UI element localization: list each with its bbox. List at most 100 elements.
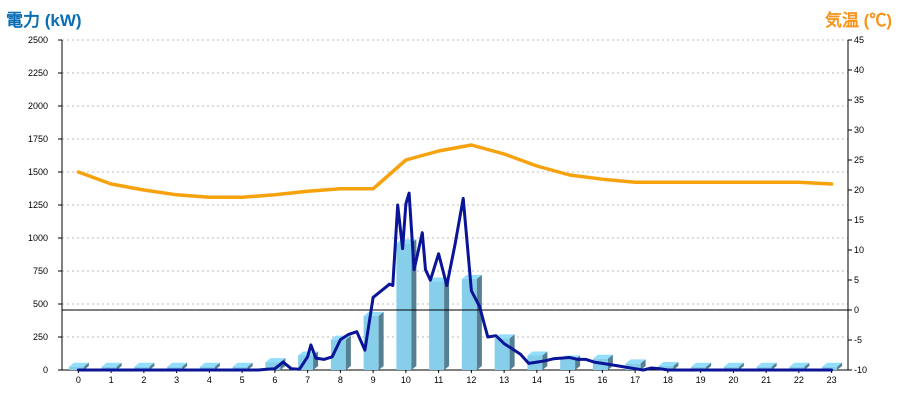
- bar-top: [789, 362, 810, 367]
- left-tick-label: 500: [33, 299, 48, 309]
- bar-front: [167, 366, 183, 370]
- bar-side: [182, 362, 188, 370]
- bar-top: [592, 354, 613, 359]
- bar-top: [167, 362, 188, 367]
- x-tick-label: 21: [761, 375, 771, 385]
- x-tick-label: 9: [371, 375, 376, 385]
- bar-front: [560, 359, 576, 370]
- bar-side: [247, 362, 253, 370]
- bar-side: [149, 362, 155, 370]
- bar-front: [789, 366, 805, 370]
- left-tick-label: 0: [43, 365, 48, 375]
- x-tick-label: 14: [532, 375, 542, 385]
- bar-side: [214, 362, 220, 370]
- x-tick-label: 15: [565, 375, 575, 385]
- bar: [101, 362, 122, 370]
- bar-top: [658, 362, 679, 367]
- right-tick-label: 0: [854, 305, 859, 315]
- x-tick-label: 22: [794, 375, 804, 385]
- bar-front: [691, 366, 707, 370]
- x-tick-label: 4: [207, 375, 212, 385]
- left-tick-label: 1000: [28, 233, 48, 243]
- bar: [756, 362, 777, 370]
- bar-side: [771, 362, 777, 370]
- bar-front: [232, 366, 248, 370]
- bar-top: [265, 358, 286, 363]
- bar-front: [723, 366, 739, 370]
- right-tick-label: -10: [854, 365, 867, 375]
- bar-side: [640, 359, 646, 370]
- bar-side: [476, 274, 482, 370]
- bar-side: [378, 311, 384, 370]
- x-tick-label: 1: [109, 375, 114, 385]
- bar-side: [837, 362, 843, 370]
- x-tick-label: 12: [466, 375, 476, 385]
- bar-side: [804, 362, 810, 370]
- x-tick-label: 2: [141, 375, 146, 385]
- bar: [789, 362, 810, 370]
- bar-side: [706, 362, 712, 370]
- left-tick-label: 2250: [28, 68, 48, 78]
- bar-top: [461, 274, 482, 279]
- x-tick-label: 3: [174, 375, 179, 385]
- bar-front: [396, 243, 412, 370]
- x-tick-label: 5: [240, 375, 245, 385]
- bar: [429, 277, 450, 370]
- bar-top: [527, 351, 548, 356]
- bar-front: [101, 366, 117, 370]
- bar: [822, 362, 843, 370]
- bar-top: [68, 362, 89, 367]
- right-tick-label: 25: [854, 155, 864, 165]
- bar-top: [232, 362, 253, 367]
- left-tick-label: 1750: [28, 134, 48, 144]
- bar-side: [673, 362, 679, 370]
- bar-front: [68, 366, 84, 370]
- left-tick-label: 2000: [28, 101, 48, 111]
- bar: [134, 362, 155, 370]
- bar-side: [116, 362, 122, 370]
- right-tick-label: 45: [854, 35, 864, 45]
- bar-front: [199, 366, 215, 370]
- x-tick-label: 11: [434, 375, 443, 385]
- bar: [723, 362, 744, 370]
- right-tick-label: 15: [854, 215, 864, 225]
- bar-top: [134, 362, 155, 367]
- power-line: [76, 191, 834, 372]
- bar-side: [411, 239, 417, 370]
- x-tick-label: 13: [499, 375, 509, 385]
- x-tick-label: 7: [305, 375, 310, 385]
- bar: [461, 274, 482, 370]
- bar-front: [625, 363, 641, 370]
- bar: [658, 362, 679, 370]
- left-tick-label: 2500: [28, 35, 48, 45]
- bar: [167, 362, 188, 370]
- x-tick-label: 8: [338, 375, 343, 385]
- bar-top: [199, 362, 220, 367]
- bar-front: [461, 278, 477, 370]
- bar-front: [134, 366, 150, 370]
- left-tick-label: 1250: [28, 200, 48, 210]
- bar-top: [625, 359, 646, 364]
- x-tick-label: 6: [272, 375, 277, 385]
- bar-side: [509, 334, 515, 370]
- bar: [330, 335, 351, 370]
- bar: [625, 359, 646, 370]
- right-tick-label: -5: [854, 335, 862, 345]
- right-tick-label: 35: [854, 95, 864, 105]
- left-tick-label: 1500: [28, 167, 48, 177]
- bar-front: [822, 366, 838, 370]
- x-tick-label: 0: [76, 375, 81, 385]
- bar-front: [330, 339, 346, 370]
- bar: [199, 362, 220, 370]
- bar: [494, 334, 515, 370]
- left-tick-label: 750: [33, 266, 48, 276]
- right-tick-label: 30: [854, 125, 864, 135]
- right-tick-label: 20: [854, 185, 864, 195]
- bar-front: [265, 362, 281, 370]
- bar-side: [738, 362, 744, 370]
- bar-top: [756, 362, 777, 367]
- bar-top: [691, 362, 712, 367]
- bar: [68, 362, 89, 370]
- bar-top: [363, 311, 384, 316]
- gridlines: [62, 39, 848, 338]
